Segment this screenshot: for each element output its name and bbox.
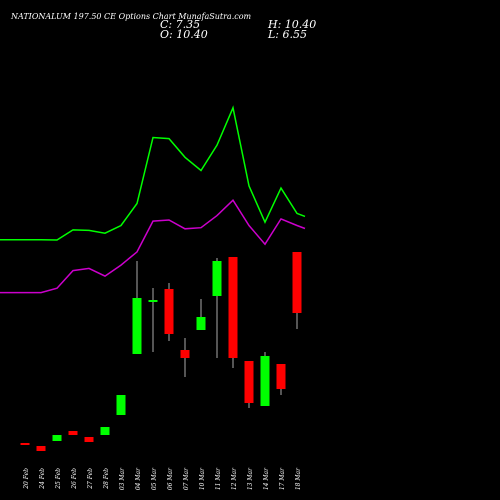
candle-body	[276, 364, 286, 389]
candle-body	[84, 437, 94, 442]
date-label: 06 Mar	[167, 467, 174, 490]
candle-body	[148, 300, 158, 302]
lower-band-line	[0, 199, 306, 294]
date-label: 07 Mar	[183, 467, 190, 490]
date-label: 17 Mar	[279, 467, 286, 490]
candle-body	[228, 257, 238, 358]
candle-body	[292, 252, 302, 313]
candle-body	[180, 350, 190, 358]
high-value: H: 10.40	[268, 18, 317, 31]
date-labels: 20 Feb 24 Feb 25 Feb 26 Feb 27 Feb 28 Feb 03 M…	[23, 467, 302, 490]
date-label: 05 Mar	[151, 467, 158, 490]
candle-layer	[20, 252, 302, 451]
open-value: O: 10.40	[160, 28, 208, 41]
candle-body	[132, 298, 142, 354]
candle-body	[36, 446, 46, 451]
candle-body	[52, 435, 62, 441]
candle-body	[100, 427, 110, 435]
candle-body	[116, 395, 126, 415]
date-label: 14 Mar	[263, 467, 270, 490]
chart-title: NATIONALUM 197.50 CE Options Chart Munaf…	[11, 12, 252, 21]
upper-band-line	[0, 105, 306, 241]
candle-body	[20, 443, 30, 445]
candle-body	[212, 261, 222, 296]
date-label: 12 Mar	[231, 467, 238, 490]
candle-body	[244, 361, 254, 403]
date-label: 27 Feb	[87, 468, 94, 490]
date-label: 03 Mar	[119, 467, 126, 490]
date-label: 18 Mar	[295, 467, 302, 490]
date-label: 28 Feb	[103, 468, 110, 490]
candle-body	[68, 431, 78, 435]
candle-body	[196, 317, 206, 330]
date-label: 04 Mar	[135, 467, 142, 490]
date-label: 20 Feb	[23, 468, 30, 490]
date-label: 25 Feb	[55, 468, 62, 490]
date-label: 11 Mar	[215, 467, 222, 490]
candle-body	[260, 356, 270, 406]
overlay-layer	[0, 105, 306, 294]
low-value: L: 6.55	[268, 28, 307, 41]
date-label: 24 Feb	[39, 468, 46, 490]
date-label: 10 Mar	[199, 467, 206, 490]
candle-body	[164, 289, 174, 334]
date-label: 26 Feb	[71, 468, 78, 490]
close-value: C: 7.35	[160, 18, 201, 31]
date-label: 13 Mar	[247, 467, 254, 490]
